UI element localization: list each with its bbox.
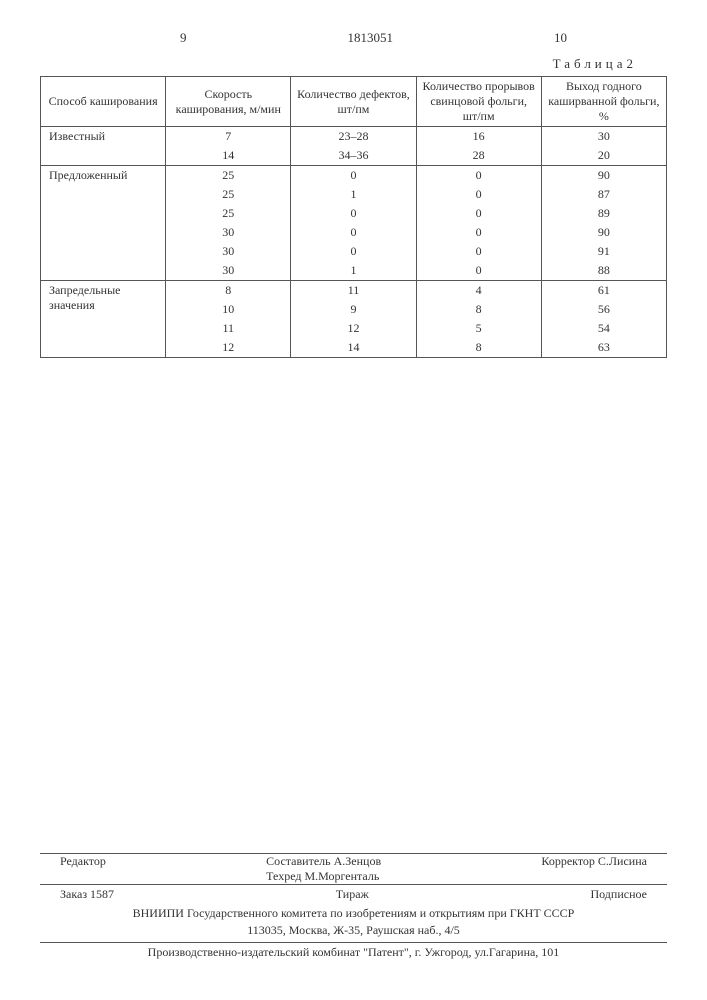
table-row: Известный723–281630 <box>41 127 667 147</box>
table-cell: 0 <box>416 185 541 204</box>
table-row: Запредельные значения811461 <box>41 281 667 301</box>
table-cell: 91 <box>541 242 666 261</box>
table-cell: 63 <box>541 338 666 358</box>
table-cell: 12 <box>291 319 416 338</box>
table-cell: 30 <box>166 242 291 261</box>
table-cell: 4 <box>416 281 541 301</box>
table-cell: 56 <box>541 300 666 319</box>
table-cell: 0 <box>291 242 416 261</box>
org-address: 113035, Москва, Ж-35, Раушская наб., 4/5 <box>40 923 667 938</box>
table-header-row: Способ каширования Скорость каширования,… <box>41 77 667 127</box>
table-cell: 0 <box>416 261 541 281</box>
table-cell: 30 <box>166 223 291 242</box>
col-header: Способ каширования <box>41 77 166 127</box>
table-cell: 90 <box>541 166 666 186</box>
table-cell: 8 <box>416 300 541 319</box>
subscription: Подписное <box>590 887 647 902</box>
table-cell: 25 <box>166 166 291 186</box>
table-cell: 30 <box>166 261 291 281</box>
table-cell: 89 <box>541 204 666 223</box>
page-footer: Редактор Составитель А.Зенцов Техред М.М… <box>40 853 667 960</box>
header-center: 1813051 <box>348 30 394 46</box>
table-cell: 0 <box>416 166 541 186</box>
table-cell: 87 <box>541 185 666 204</box>
tirage: Тираж <box>336 887 369 902</box>
group-label: Запредельные значения <box>41 281 166 358</box>
table-cell: 20 <box>541 146 666 166</box>
group-label: Известный <box>41 127 166 166</box>
table-cell: 0 <box>416 204 541 223</box>
data-table: Способ каширования Скорость каширования,… <box>40 76 667 358</box>
table-cell: 90 <box>541 223 666 242</box>
org-line: ВНИИПИ Государственного комитета по изоб… <box>40 906 667 921</box>
table-cell: 0 <box>291 204 416 223</box>
table-cell: 23–28 <box>291 127 416 147</box>
table-cell: 0 <box>291 166 416 186</box>
table-cell: 16 <box>416 127 541 147</box>
table-cell: 5 <box>416 319 541 338</box>
publisher: Производственно-издательский комбинат "П… <box>40 945 667 960</box>
table-cell: 11 <box>291 281 416 301</box>
table-cell: 12 <box>166 338 291 358</box>
table-cell: 1 <box>291 261 416 281</box>
table-row: Предложенный250090 <box>41 166 667 186</box>
table-cell: 14 <box>166 146 291 166</box>
table-cell: 9 <box>291 300 416 319</box>
col-header: Количество прорывов свинцовой фольги, шт… <box>416 77 541 127</box>
table-cell: 8 <box>416 338 541 358</box>
header-right: 10 <box>554 30 567 46</box>
col-header: Скорость каширования, м/мин <box>166 77 291 127</box>
header-left: 9 <box>180 30 187 46</box>
group-label: Предложенный <box>41 166 166 281</box>
table-cell: 11 <box>166 319 291 338</box>
table-cell: 25 <box>166 204 291 223</box>
col-header: Количество дефектов, шт/пм <box>291 77 416 127</box>
table-cell: 10 <box>166 300 291 319</box>
table-cell: 1 <box>291 185 416 204</box>
order-number: Заказ 1587 <box>60 887 114 902</box>
page-header: 9 1813051 10 <box>40 30 667 46</box>
editor-label: Редактор <box>60 854 106 884</box>
composer: Составитель А.Зенцов <box>266 854 381 868</box>
table-cell: 8 <box>166 281 291 301</box>
table-cell: 0 <box>416 242 541 261</box>
table-cell: 54 <box>541 319 666 338</box>
table-cell: 34–36 <box>291 146 416 166</box>
table-cell: 61 <box>541 281 666 301</box>
table-cell: 28 <box>416 146 541 166</box>
table-cell: 14 <box>291 338 416 358</box>
table-cell: 0 <box>291 223 416 242</box>
table-cell: 88 <box>541 261 666 281</box>
col-header: Выход годного каширванной фольги, % <box>541 77 666 127</box>
table-cell: 7 <box>166 127 291 147</box>
table-cell: 25 <box>166 185 291 204</box>
table-caption: Таблица2 <box>40 56 667 72</box>
tehred: Техред М.Моргенталь <box>266 869 379 883</box>
table-cell: 30 <box>541 127 666 147</box>
table-cell: 0 <box>416 223 541 242</box>
corrector: Корректор С.Лисина <box>541 854 647 884</box>
